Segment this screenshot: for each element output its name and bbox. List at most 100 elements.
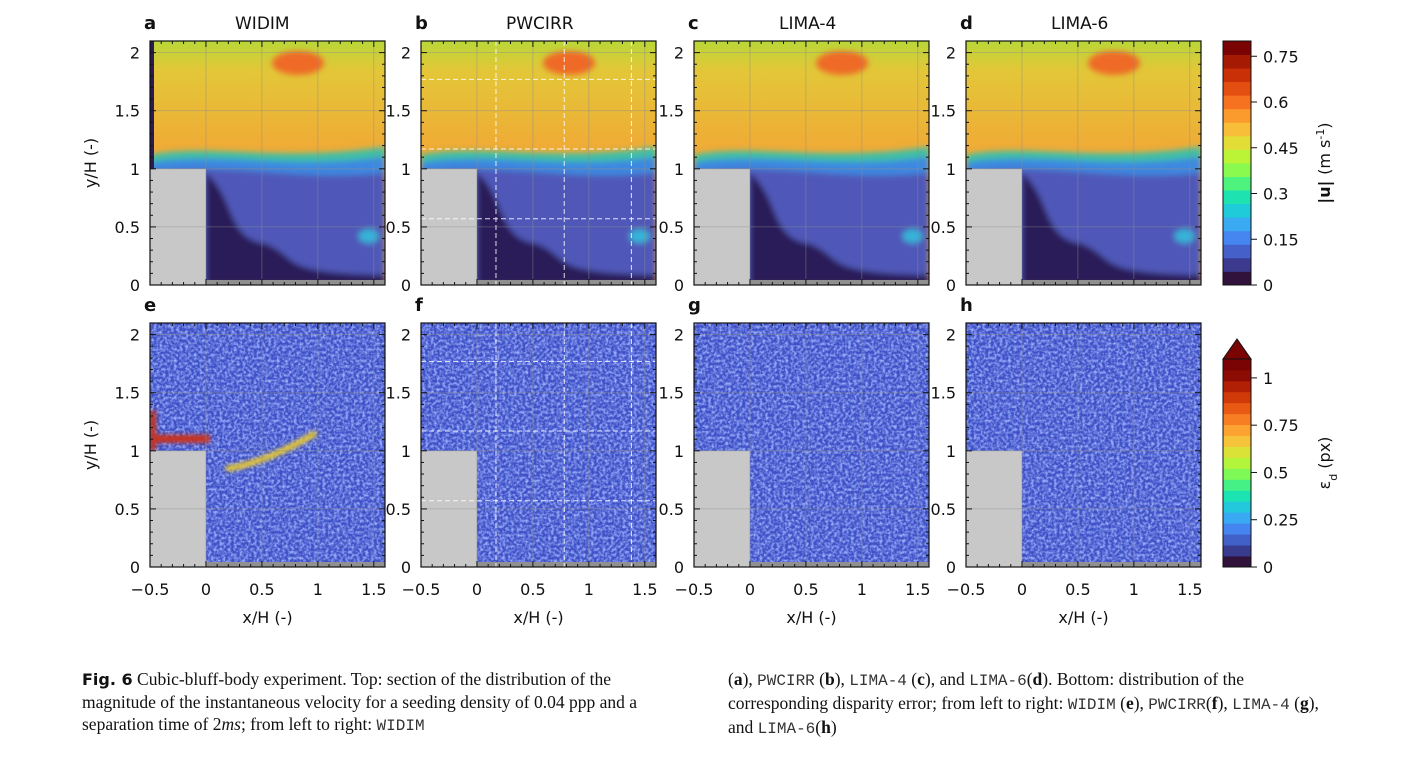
panel-field xyxy=(421,323,656,567)
x-tick-label: 1 xyxy=(1129,580,1139,599)
panel-ticks xyxy=(420,323,656,568)
panel-frame xyxy=(149,322,386,568)
colorbar-swatch xyxy=(1223,391,1251,404)
x-tick-label: 0 xyxy=(201,580,211,599)
colorbar-swatch xyxy=(1223,217,1251,232)
y-tick-label: 2 xyxy=(674,44,684,63)
figure-label: Fig. 6 xyxy=(82,670,133,689)
colorbar-tick-label: 0.15 xyxy=(1263,230,1299,249)
y-axis-label: y/H (-) xyxy=(81,420,100,470)
y-tick-label: 1 xyxy=(401,160,411,179)
colorbar-swatch xyxy=(1223,457,1251,469)
x-tick-label: 0 xyxy=(1017,580,1027,599)
y-tick-label: 0.5 xyxy=(659,218,684,237)
colorbar-swatch xyxy=(1223,534,1251,546)
panel-frame xyxy=(420,40,657,286)
x-axis-label: x/H (-) xyxy=(786,608,836,627)
y-tick-label: 1 xyxy=(674,442,684,461)
x-tick-label: 0 xyxy=(745,580,755,599)
y-tick-label: 0 xyxy=(946,558,956,577)
colorbar-frame xyxy=(1222,358,1252,568)
panel-ticks xyxy=(149,41,385,286)
panel-field xyxy=(150,323,385,567)
panel-b: 0 0.5 1 1.5 2b PWCIRR xyxy=(386,13,657,295)
colorbar-tick-label: 0.75 xyxy=(1263,416,1299,435)
panel-d: 0 0.5 1 1.5 2d LIMA-6 xyxy=(931,13,1202,295)
panel-title: LIMA-4 xyxy=(779,14,836,34)
y-tick-label: 0 xyxy=(401,558,411,577)
colorbar-swatch xyxy=(1223,501,1251,513)
y-tick-label: 0 xyxy=(130,558,140,577)
x-tick-label: 1 xyxy=(857,580,867,599)
figure-caption-left: Fig. 6 Cubic-bluff-body experiment. Top:… xyxy=(82,669,638,735)
colorbar-swatch xyxy=(1223,190,1251,205)
panel-e: 0 0.5 1 1.5 2 −0.5 0 0.5 1 1.5 x/H (-) e xyxy=(115,295,387,627)
x-tick-label: −0.5 xyxy=(131,580,170,599)
y-tick-label: 1.5 xyxy=(115,384,140,403)
colorbar-disparity: 0 0.25 0.5 0.75 1 εd (px) xyxy=(1222,338,1340,577)
panel-field xyxy=(421,41,656,285)
panel-letter: e xyxy=(144,295,156,316)
colorbar-swatch xyxy=(1223,369,1251,382)
y-tick-label: 0 xyxy=(130,276,140,295)
y-tick-label: 1.5 xyxy=(115,102,140,121)
x-tick-label: 1.5 xyxy=(632,580,657,599)
x-tick-label: 1.5 xyxy=(361,580,386,599)
x-tick-label: 0.5 xyxy=(793,580,818,599)
y-tick-label: 0 xyxy=(674,276,684,295)
y-tick-label: 1 xyxy=(946,160,956,179)
panel-title: WIDIM xyxy=(235,14,290,34)
panel-field xyxy=(966,41,1201,285)
x-axis-label: x/H (-) xyxy=(242,608,292,627)
colorbar-swatch xyxy=(1223,149,1251,164)
colorbar-swatch xyxy=(1223,556,1251,568)
x-axis-label: x/H (-) xyxy=(513,608,563,627)
panel-ticks xyxy=(693,323,929,568)
y-tick-label: 2 xyxy=(946,44,956,63)
y-tick-label: 0 xyxy=(674,558,684,577)
colorbar-swatch xyxy=(1223,523,1251,535)
x-tick-label: −0.5 xyxy=(675,580,714,599)
y-tick-label: 1.5 xyxy=(931,384,956,403)
x-tick-label: −0.5 xyxy=(402,580,441,599)
colorbar-tick-label: 0.3 xyxy=(1263,185,1288,204)
colorbar-tick-label: 0 xyxy=(1263,276,1273,295)
y-tick-label: 1.5 xyxy=(386,384,411,403)
colorbar-swatch xyxy=(1223,81,1251,96)
y-tick-label: 2 xyxy=(946,326,956,345)
y-tick-label: 1.5 xyxy=(659,102,684,121)
colorbar-swatch xyxy=(1223,163,1251,177)
panel-letter: g xyxy=(688,295,701,316)
panel-letter: a xyxy=(144,13,156,34)
colorbar-swatch xyxy=(1223,271,1251,286)
y-tick-label: 1 xyxy=(130,442,140,461)
y-tick-label: 0.5 xyxy=(115,500,140,519)
colorbar-swatch xyxy=(1223,490,1251,502)
panel-h: 0 0.5 1 1.5 2 −0.5 0 0.5 1 1.5 x/H (-) h xyxy=(931,295,1203,627)
y-tick-label: 0.5 xyxy=(115,218,140,237)
colorbar-swatch xyxy=(1223,359,1251,371)
panel-letter: c xyxy=(688,13,699,34)
panel-frame xyxy=(965,322,1202,568)
y-tick-label: 0.5 xyxy=(386,218,411,237)
colorbar-swatch xyxy=(1223,176,1251,191)
colorbar-swatch xyxy=(1223,257,1251,272)
y-tick-label: 2 xyxy=(401,44,411,63)
colorbar-tick-label: 0.75 xyxy=(1263,47,1299,66)
panel-field xyxy=(694,323,929,567)
colorbar-tick-label: 0 xyxy=(1263,558,1273,577)
panel-field xyxy=(150,41,385,285)
x-tick-label: 1.5 xyxy=(905,580,930,599)
x-axis-label: x/H (-) xyxy=(1058,608,1108,627)
x-tick-label: 0 xyxy=(472,580,482,599)
y-tick-label: 0.5 xyxy=(386,500,411,519)
y-tick-label: 1.5 xyxy=(931,102,956,121)
panel-title: PWCIRR xyxy=(506,14,574,34)
panel-frame xyxy=(693,40,930,286)
y-tick-label: 2 xyxy=(674,326,684,345)
colorbar-swatch xyxy=(1223,68,1251,83)
colorbar-tick-label: 1 xyxy=(1263,369,1273,388)
y-tick-label: 1.5 xyxy=(659,384,684,403)
y-tick-label: 0 xyxy=(946,276,956,295)
panel-ticks xyxy=(149,323,385,568)
